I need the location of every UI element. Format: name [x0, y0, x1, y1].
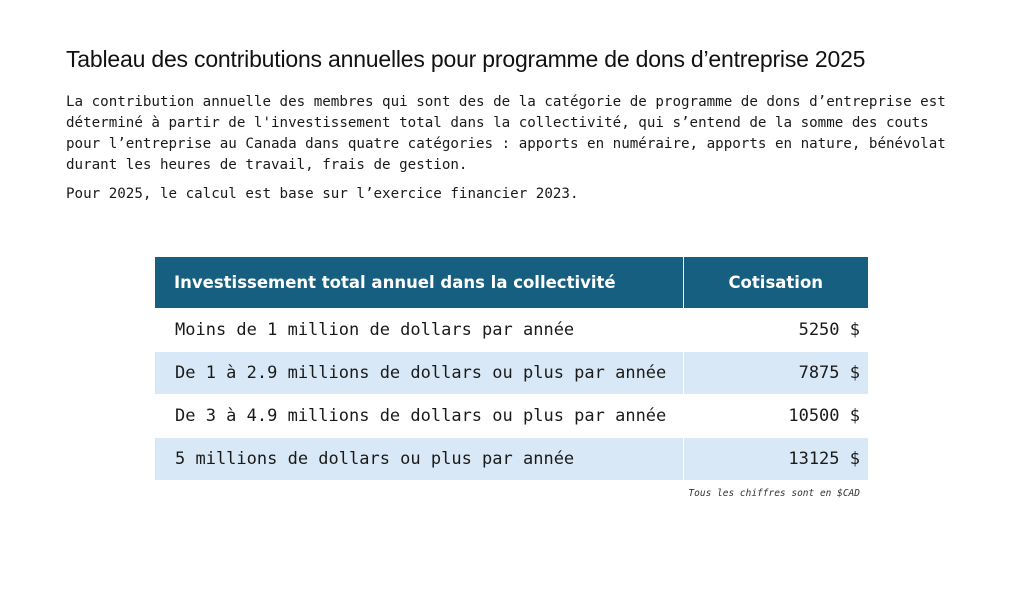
row-value: 7875 $ [683, 351, 868, 395]
header-investment: Investissement total annuel dans la coll… [155, 257, 684, 309]
table-footnote: Tous les chiffres sont en $CAD [688, 488, 860, 499]
header-contribution: Cotisation [683, 257, 868, 309]
contributions-table-container: Investissement total annuel dans la coll… [155, 257, 868, 499]
row-value: 10500 $ [683, 394, 868, 438]
intro-paragraph: La contribution annuelle des membres qui… [66, 94, 946, 173]
row-label: De 3 à 4.9 millions de dollars ou plus p… [155, 394, 684, 438]
page-title: Tableau des contributions annuelles pour… [66, 46, 866, 72]
table-row: 5 millions de dollars ou plus par année … [155, 437, 868, 480]
table-row: De 3 à 4.9 millions de dollars ou plus p… [155, 394, 868, 438]
row-value: 5250 $ [683, 308, 868, 352]
table-header-row: Investissement total annuel dans la coll… [155, 257, 868, 309]
note-paragraph: Pour 2025, le calcul est base sur l’exer… [66, 186, 579, 202]
row-label: Moins de 1 million de dollars par année [155, 308, 684, 352]
document-body: Tableau des contributions annuelles pour… [66, 44, 966, 205]
row-label: 5 millions de dollars ou plus par année [155, 437, 684, 480]
contributions-table: Investissement total annuel dans la coll… [155, 257, 868, 480]
table-row: Moins de 1 million de dollars par année … [155, 308, 868, 352]
table-row: De 1 à 2.9 millions de dollars ou plus p… [155, 351, 868, 395]
row-label: De 1 à 2.9 millions de dollars ou plus p… [155, 351, 684, 395]
row-value: 13125 $ [683, 437, 868, 480]
